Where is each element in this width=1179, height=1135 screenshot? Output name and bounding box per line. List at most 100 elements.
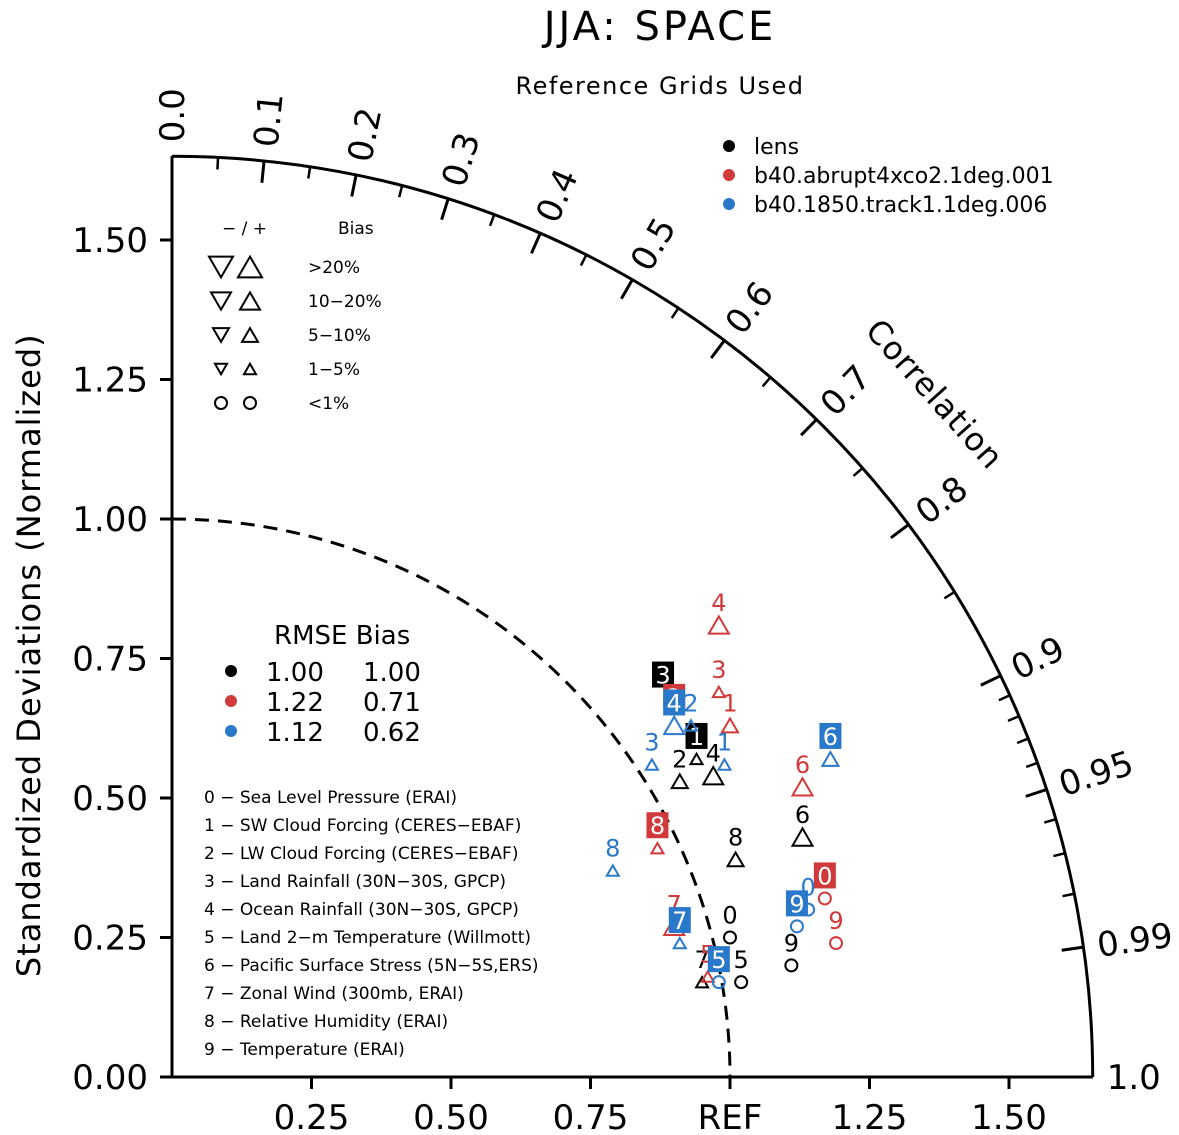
variable-item: 3 − Land Rainfall (30N−30S, GPCP) [204,872,506,892]
correlation-major-tick [350,174,358,197]
correlation-tick [1016,737,1029,745]
reference-arc [171,517,732,1078]
model-legend: lens b40.abrupt4xco2.1deg.001 b40.1850.tra… [723,135,1054,218]
chart-subtitle: Reference Grids Used [515,72,804,100]
point-marker [605,863,621,877]
point-label: 4 [706,740,721,768]
point-marker [707,614,731,635]
y-tick-label: 0.50 [72,779,148,819]
legend-model-name: b40.1850.track1.1deg.006 [754,193,1047,218]
data-point-black-5: 5 [734,946,749,990]
legend-model-name: lens [754,135,799,160]
point-label: 7 [694,946,709,974]
bias-value: 0.71 [363,688,421,718]
correlation-tick [488,214,496,227]
point-label: 1 [717,729,732,757]
point-label: 4 [711,589,726,617]
correlation-tick [1062,892,1075,898]
bias-legend-pos-marker [236,254,264,279]
bias-legend-label: 5−10% [308,326,371,346]
legend-dot-red [723,169,735,181]
correlation-label: 0.1 [247,91,292,149]
point-marker [829,936,844,951]
data-point-red-4: 4 [707,589,731,635]
correlation-tick [579,254,588,267]
rmse-value: 1.12 [266,718,324,748]
variable-legend: 0 − Sea Level Pressure (ERAI) 1 − SW Clou… [204,788,539,1060]
point-label: 8 [650,812,665,840]
bias-legend-label: >20% [308,258,360,278]
point-marker [784,958,799,973]
correlation-major-tick [890,523,910,539]
point-label: 7 [672,907,687,935]
point-marker [670,772,690,790]
y-tick-label: 1.25 [72,361,148,401]
point-label: 3 [644,729,659,757]
y-axis-label: Standardized Deviations (Normalized) [10,333,48,977]
variable-item: 0 − Sea Level Pressure (ERAI) [204,788,457,808]
data-point-black-0: 0 [722,902,738,945]
point-label-box [707,946,730,973]
data-point-blue-9: 9 [785,890,808,934]
correlation-tick [1044,818,1057,824]
point-marker [711,975,726,990]
correlation-label: 0.4 [528,163,586,229]
point-label: 3 [711,656,726,684]
point-marker [699,969,716,983]
bias-value: 0.62 [363,718,421,748]
point-label-box [663,689,686,716]
correlation-label: 0.3 [434,128,488,192]
point-label: 6 [795,751,810,779]
point-marker [672,935,688,950]
correlation-major-tick [620,278,634,300]
correlation-label: 0.9 [1005,629,1071,689]
correlation-tick [670,307,680,319]
y-tick-label: 0.00 [72,1058,148,1098]
bias-legend-signs: − / + [222,219,267,239]
point-marker [683,718,699,732]
point-label: 8 [728,823,743,851]
point-label-box [652,661,675,688]
point-marker [790,776,815,797]
variable-item: 6 − Pacific Surface Stress (5N−5S,ERS) [204,956,539,976]
point-label-box [813,862,836,889]
point-label: 5 [711,946,726,974]
point-label: 5 [734,946,749,974]
legend-dot-blue [723,198,735,210]
correlation-major-tick [1025,788,1048,798]
data-point-blue-1: 1 [716,729,733,771]
bias-legend-neg-marker [214,396,228,410]
x-tick-label: 1.50 [971,1098,1047,1135]
point-marker [711,684,727,699]
correlation-tick [307,166,312,179]
bias-legend-neg-marker [209,291,233,312]
data-point-black-3: 3 [652,661,675,690]
point-marker [720,716,740,734]
data-point-black-8: 8 [725,823,746,868]
correlation-major-tick [800,418,818,437]
data-point-red-6: 6 [790,751,815,797]
bias-legend-label: <1% [308,394,349,414]
point-label: 0 [817,862,832,890]
data-point-black-9: 9 [784,929,799,973]
bias-legend-label: 1−5% [308,360,360,380]
data-point-red-3: 3 [711,656,727,699]
point-marker [716,757,733,771]
variable-item: 5 − Land 2−m Temperature (Willmott) [204,928,531,948]
point-marker [817,891,832,906]
point-label: 1 [722,689,737,717]
correlation-label: 0.7 [813,358,879,425]
bias-legend-pos-marker [240,326,260,343]
correlation-major-tick [260,160,266,183]
chart-title: JJA: SPACE [541,4,777,50]
data-point-red-8: 8 [646,812,669,855]
rmse-value: 1.22 [266,688,324,718]
rmse-table-header: RMSE Bias [274,621,410,651]
bias-legend-neg-marker [213,362,229,377]
data-point-blue-5: 5 [707,946,730,990]
correlation-label: 1.0 [1107,1058,1161,1098]
rmse-dot-blue [225,725,237,737]
point-marker [734,975,749,990]
